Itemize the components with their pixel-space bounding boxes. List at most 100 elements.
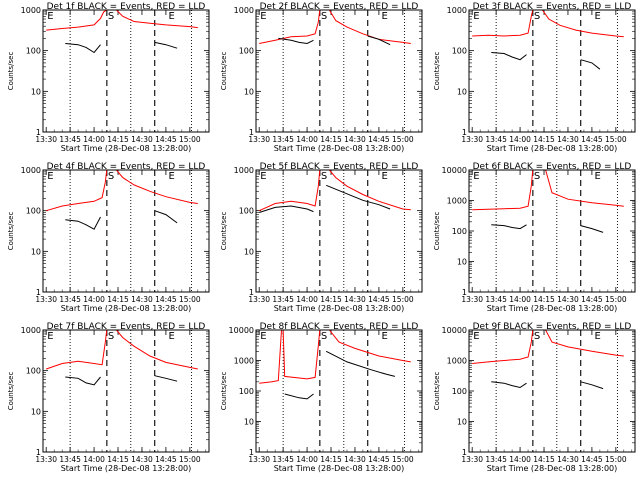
- series-line-2: [65, 376, 101, 386]
- event-marker-E: E: [260, 171, 266, 182]
- event-marker-S: S: [534, 11, 540, 22]
- panel-title: Det 7f BLACK = Events, RED = LLD: [47, 322, 206, 332]
- y-tick-label: 100: [26, 47, 41, 56]
- detector-panel-9: Det 9f BLACK = Events, RED = LLD Counts/s…: [433, 322, 636, 473]
- y-axis-label: Counts/sec: [7, 372, 15, 411]
- x-tick-label: 14:15: [533, 295, 555, 304]
- series-line-3: [580, 381, 604, 390]
- x-tick-label: 15:00: [179, 135, 201, 144]
- series-line-3: [580, 59, 601, 70]
- x-tick-label: 14:00: [83, 295, 105, 304]
- series-line-1: [46, 330, 198, 370]
- series-line-1: [472, 10, 624, 38]
- panel-title: Det 5f BLACK = Events, RED = LLD: [260, 162, 419, 172]
- series-line-2: [491, 381, 527, 389]
- y-tick-label: 10: [244, 418, 254, 427]
- plot-frame: [255, 329, 423, 453]
- event-marker-E: E: [473, 331, 479, 342]
- x-tick-label: 14:00: [509, 295, 531, 304]
- x-axis-label: Start Time (28-Dec-08 13:28:00): [274, 144, 405, 153]
- x-tick-label: 13:30: [35, 455, 57, 464]
- y-tick-label: 100: [452, 47, 467, 56]
- x-axis-label: Start Time (28-Dec-08 13:28:00): [487, 144, 618, 153]
- series-line-2: [259, 205, 314, 213]
- series-line-1: [472, 170, 624, 211]
- x-tick-label: 15:00: [605, 295, 627, 304]
- x-axis-label: Start Time (28-Dec-08 13:28:00): [487, 304, 618, 313]
- x-tick-label: 14:30: [131, 135, 153, 144]
- panel-title: Det 4f BLACK = Events, RED = LLD: [47, 162, 206, 172]
- x-axis-label: Start Time (28-Dec-08 13:28:00): [274, 464, 405, 473]
- y-tick-label: 100: [239, 207, 254, 216]
- y-axis-label: Counts/sec: [433, 372, 441, 411]
- x-tick-label: 13:30: [248, 455, 270, 464]
- y-tick-label: 1: [462, 288, 467, 297]
- event-marker-E: E: [595, 171, 601, 182]
- y-tick-label: 1000: [234, 6, 254, 15]
- x-tick-label: 14:15: [533, 135, 555, 144]
- event-marker-E: E: [260, 331, 266, 342]
- detector-panel-6: Det 6f BLACK = Events, RED = LLD Counts/s…: [433, 162, 636, 313]
- x-tick-label: 14:45: [155, 295, 177, 304]
- event-marker-E: E: [382, 331, 388, 342]
- x-tick-label: 14:45: [155, 135, 177, 144]
- y-tick-label: 10: [457, 418, 467, 427]
- x-tick-label: 13:30: [248, 295, 270, 304]
- y-tick-label: 1000: [234, 166, 254, 175]
- series-line-3: [367, 35, 391, 46]
- event-marker-E: E: [473, 11, 479, 22]
- x-tick-label: 15:00: [392, 135, 414, 144]
- series-line-2: [491, 224, 527, 230]
- x-tick-label: 15:00: [605, 135, 627, 144]
- event-marker-E: E: [595, 331, 601, 342]
- series-line-3: [325, 350, 396, 377]
- y-tick-label: 10: [244, 87, 254, 96]
- x-tick-label: 15:00: [179, 295, 201, 304]
- y-axis-label: Counts/sec: [433, 52, 441, 91]
- series-line-1: [259, 330, 411, 384]
- y-axis-label: Counts/sec: [220, 372, 228, 411]
- event-marker-E: E: [47, 331, 53, 342]
- x-tick-label: 14:45: [368, 135, 390, 144]
- event-marker-S: S: [534, 171, 540, 182]
- plot-frame: [255, 169, 423, 293]
- event-marker-E: E: [595, 11, 601, 22]
- y-tick-label: 10: [244, 247, 254, 256]
- y-tick-label: 10000: [442, 166, 467, 175]
- plot-frame: [468, 9, 636, 133]
- x-tick-label: 14:00: [296, 295, 318, 304]
- y-tick-label: 1: [249, 128, 254, 137]
- x-tick-label: 14:45: [581, 135, 603, 144]
- series-line-3: [154, 41, 178, 49]
- x-tick-label: 13:45: [272, 455, 294, 464]
- x-axis-label: Start Time (28-Dec-08 13:28:00): [61, 304, 192, 313]
- y-tick-label: 1000: [447, 6, 467, 15]
- event-marker-E: E: [169, 11, 175, 22]
- x-tick-label: 14:15: [107, 135, 129, 144]
- x-tick-label: 14:00: [296, 135, 318, 144]
- event-marker-S: S: [321, 331, 327, 342]
- panel-title: Det 3f BLACK = Events, RED = LLD: [473, 2, 632, 12]
- x-tick-label: 14:00: [296, 455, 318, 464]
- y-tick-label: 1: [36, 128, 41, 137]
- x-tick-label: 14:15: [533, 455, 555, 464]
- y-tick-label: 10: [31, 247, 41, 256]
- x-tick-label: 14:00: [509, 135, 531, 144]
- panel-title: Det 9f BLACK = Events, RED = LLD: [473, 322, 632, 332]
- series-line-3: [580, 225, 604, 233]
- event-marker-E: E: [169, 331, 175, 342]
- y-tick-label: 1000: [21, 326, 41, 335]
- x-axis-label: Start Time (28-Dec-08 13:28:00): [487, 464, 618, 473]
- y-axis-label: Counts/sec: [7, 52, 15, 91]
- detector-panel-2: Det 2f BLACK = Events, RED = LLD Counts/s…: [220, 2, 423, 153]
- x-tick-label: 13:45: [485, 295, 507, 304]
- y-tick-label: 100: [452, 387, 467, 396]
- y-tick-label: 1: [462, 448, 467, 457]
- x-tick-label: 13:45: [485, 455, 507, 464]
- y-axis-label: Counts/sec: [7, 212, 15, 251]
- x-tick-label: 14:30: [344, 455, 366, 464]
- series-line-1: [46, 170, 198, 212]
- event-marker-S: S: [108, 11, 114, 22]
- x-tick-label: 13:30: [35, 135, 57, 144]
- event-marker-S: S: [108, 331, 114, 342]
